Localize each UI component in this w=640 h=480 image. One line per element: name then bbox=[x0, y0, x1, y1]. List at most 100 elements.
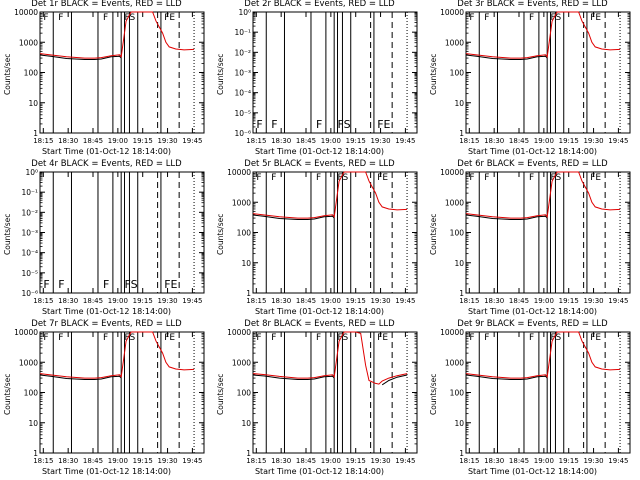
lld-line bbox=[465, 171, 621, 219]
plot-svg: 1 10 100 1000 10000 18:15 18:30 18:45 19:00 19:15… bbox=[440, 8, 631, 145]
flag-marker: FE bbox=[164, 278, 177, 291]
x-tick-label: 19:45 bbox=[395, 297, 415, 305]
detector-panel-3: Det 3r BLACK = Events, RED = LLD Start Ti… bbox=[426, 0, 639, 160]
y-tick-label: 10⁻¹ bbox=[234, 28, 251, 37]
events-line bbox=[252, 214, 335, 220]
x-tick-label: 19:00 bbox=[321, 457, 341, 465]
y-tick-label: 1 bbox=[246, 449, 251, 458]
x-tick-label: 19:45 bbox=[395, 137, 415, 145]
flag-marker: FE bbox=[590, 333, 601, 343]
y-tick-label: 10000 bbox=[227, 168, 251, 177]
x-tick-label: 19:15 bbox=[133, 137, 153, 145]
y-tick-label: 100 bbox=[24, 69, 39, 78]
x-axis-label: Start Time (01-Oct-12 18:14:00) bbox=[467, 307, 598, 316]
x-tick-label: 18:45 bbox=[83, 137, 103, 145]
y-tick-label: 10000 bbox=[14, 328, 38, 337]
y-tick-label: 10⁻¹ bbox=[21, 188, 38, 197]
flag-marker: FS bbox=[550, 13, 561, 23]
plot-svg: 1 10 100 1000 10000 18:15 18:30 18:45 19:00 19:15… bbox=[14, 328, 205, 465]
detector-panel-1: Det 1r BLACK = Events, RED = LLD Start Ti… bbox=[0, 0, 213, 160]
plot-svg: 10⁻⁶ 10⁻⁵ 10⁻⁴ 10⁻³ 10⁻² 10⁻¹ 10⁰ 18:15 18:30 18:… bbox=[21, 168, 205, 305]
flag-marker: F bbox=[256, 118, 262, 131]
x-tick-label: 18:15 bbox=[246, 297, 266, 305]
x-tick-label: 19:15 bbox=[346, 297, 366, 305]
x-tick-label: 18:30 bbox=[484, 297, 504, 305]
flag-marker: F bbox=[271, 118, 277, 131]
flag-marker: F bbox=[484, 173, 489, 183]
flag-marker: FS bbox=[124, 13, 135, 23]
x-tick-label: 18:45 bbox=[83, 457, 103, 465]
x-tick-label: 19:15 bbox=[559, 297, 579, 305]
y-tick-label: 1 bbox=[459, 129, 464, 138]
flag-marker: F bbox=[529, 333, 534, 343]
x-tick-label: 18:45 bbox=[509, 457, 529, 465]
y-tick-label: 1000 bbox=[445, 38, 464, 47]
x-tick-label: 19:30 bbox=[370, 457, 390, 465]
x-tick-label: 19:00 bbox=[108, 297, 128, 305]
flag-marker: F bbox=[58, 13, 63, 23]
y-tick-label: 1 bbox=[33, 449, 38, 458]
y-tick-label: 10⁻⁵ bbox=[21, 269, 38, 278]
flag-marker: FE bbox=[590, 13, 601, 23]
flag-marker: FE bbox=[377, 173, 388, 183]
plot-svg: 1 10 100 1000 10000 18:15 18:30 18:45 19:00 19:15… bbox=[440, 168, 631, 305]
x-axis-label: Start Time (01-Oct-12 18:14:00) bbox=[41, 307, 172, 316]
plot-svg: 1 10 100 1000 10000 18:15 18:30 18:45 19:00 19:15… bbox=[440, 328, 631, 465]
y-tick-label: 100 bbox=[24, 389, 39, 398]
detector-panel-9: Det 9r BLACK = Events, RED = LLD Start Ti… bbox=[426, 319, 639, 480]
flag-marker: FS bbox=[337, 173, 348, 183]
x-tick-label: 19:00 bbox=[108, 137, 128, 145]
x-tick-label: 19:45 bbox=[182, 137, 202, 145]
lld-line bbox=[465, 331, 621, 379]
y-tick-label: 1000 bbox=[445, 358, 464, 367]
x-axis-label: Start Time (01-Oct-12 18:14:00) bbox=[41, 147, 172, 156]
plot-svg: 1 10 100 1000 10000 18:15 18:30 18:45 19:00 19:15… bbox=[227, 328, 418, 465]
y-tick-label: 1000 bbox=[19, 358, 38, 367]
x-tick-label: 19:30 bbox=[583, 457, 603, 465]
y-tick-label: 10⁻³ bbox=[234, 69, 251, 78]
x-tick-label: 19:45 bbox=[608, 297, 628, 305]
y-tick-label: 10 bbox=[454, 419, 464, 428]
x-tick-label: 18:15 bbox=[246, 137, 266, 145]
events-line bbox=[381, 374, 408, 386]
x-axis-label: Start Time (01-Oct-12 18:14:00) bbox=[254, 147, 385, 156]
events-line bbox=[465, 374, 548, 380]
x-tick-label: 18:30 bbox=[58, 457, 78, 465]
panel-title: Det 9r BLACK = Events, RED = LLD bbox=[457, 319, 608, 329]
x-tick-label: 19:45 bbox=[182, 297, 202, 305]
flag-marker: F bbox=[58, 333, 63, 343]
panel-title: Det 8r BLACK = Events, RED = LLD bbox=[244, 319, 395, 329]
flag-marker: FE bbox=[590, 173, 601, 183]
lld-line bbox=[252, 171, 408, 219]
flag-marker: FE bbox=[164, 13, 175, 23]
flag-marker: F bbox=[271, 173, 276, 183]
x-tick-label: 19:15 bbox=[133, 297, 153, 305]
x-axis-label: Start Time (01-Oct-12 18:14:00) bbox=[254, 307, 385, 316]
x-tick-label: 18:45 bbox=[296, 297, 316, 305]
events-line bbox=[39, 54, 122, 60]
y-tick-label: 10⁻⁶ bbox=[21, 289, 38, 298]
y-tick-label: 10 bbox=[28, 99, 38, 108]
flag-marker: F bbox=[103, 333, 108, 343]
x-axis-label: Start Time (01-Oct-12 18:14:00) bbox=[254, 467, 385, 476]
x-tick-label: 19:45 bbox=[182, 457, 202, 465]
x-tick-label: 19:15 bbox=[559, 457, 579, 465]
flag-marker: F bbox=[271, 333, 276, 343]
plot-svg: 1 10 100 1000 10000 18:15 18:30 18:45 19:00 19:15… bbox=[227, 168, 418, 305]
flag-marker: F bbox=[469, 173, 474, 183]
y-tick-label: 10000 bbox=[440, 168, 464, 177]
flag-marker: F bbox=[103, 13, 108, 23]
panel-title: Det 3r BLACK = Events, RED = LLD bbox=[457, 0, 608, 9]
y-tick-label: 10000 bbox=[440, 8, 464, 17]
y-tick-label: 100 bbox=[237, 389, 252, 398]
x-tick-label: 19:00 bbox=[321, 297, 341, 305]
x-tick-label: 19:00 bbox=[108, 457, 128, 465]
x-tick-label: 18:45 bbox=[83, 297, 103, 305]
x-tick-label: 18:30 bbox=[484, 457, 504, 465]
y-tick-label: 100 bbox=[450, 389, 465, 398]
y-tick-label: 10⁰ bbox=[25, 168, 38, 177]
events-line bbox=[39, 374, 122, 380]
x-tick-label: 18:15 bbox=[246, 457, 266, 465]
panel-title: Det 7r BLACK = Events, RED = LLD bbox=[31, 319, 182, 329]
events-line bbox=[252, 374, 335, 380]
